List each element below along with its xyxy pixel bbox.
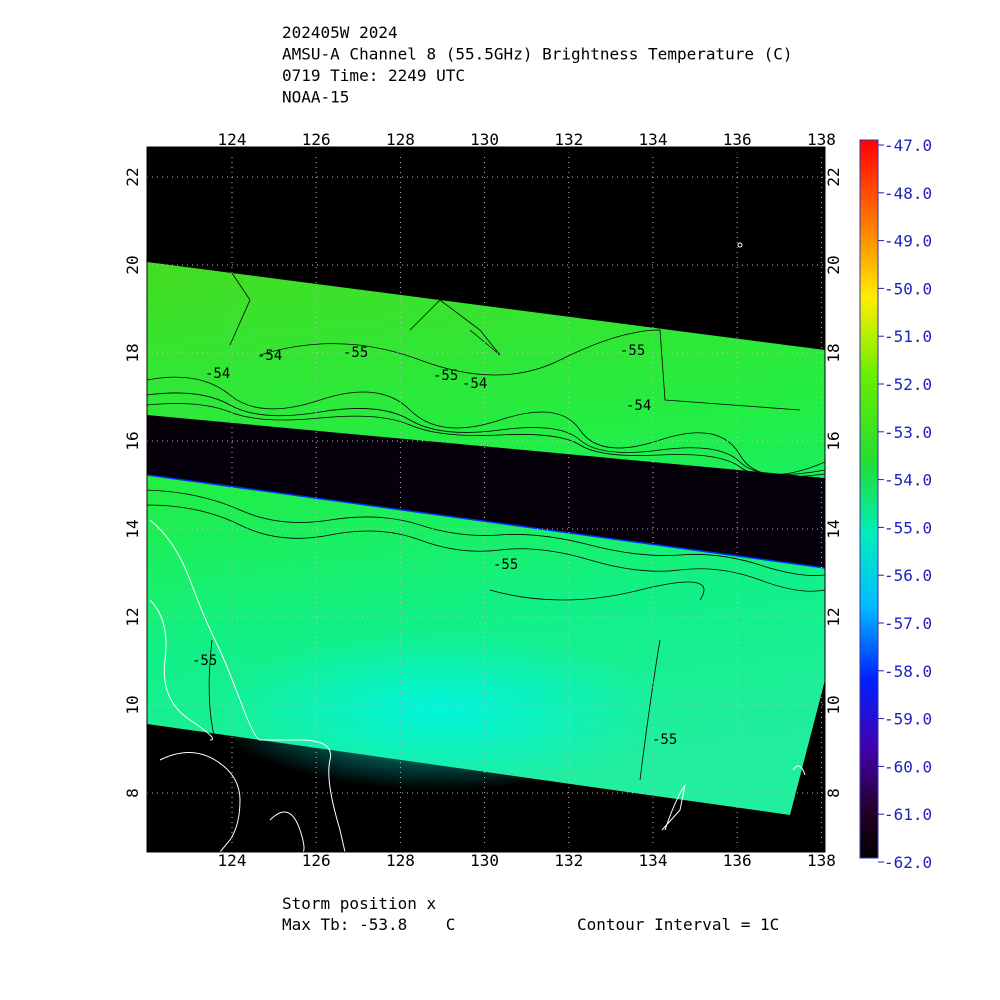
lon-label-top: 128 bbox=[386, 130, 415, 149]
colorbar-label: -61.0 bbox=[884, 805, 932, 824]
lat-label-left: 14 bbox=[123, 519, 142, 538]
lon-label-bottom: 134 bbox=[639, 851, 668, 870]
colorbar-label: -50.0 bbox=[884, 279, 932, 298]
colorbar-label: -51.0 bbox=[884, 327, 932, 346]
lat-label-left: 12 bbox=[123, 607, 142, 626]
lon-label-top: 134 bbox=[639, 130, 668, 149]
map-frame bbox=[146, 146, 826, 853]
lon-label-bottom: 138 bbox=[807, 851, 836, 870]
contour-label: -54 bbox=[205, 366, 230, 382]
lon-label-bottom: 130 bbox=[470, 851, 499, 870]
colorbar-label: -55.0 bbox=[884, 518, 932, 537]
contour-label: -55 bbox=[493, 557, 518, 573]
contour-label: -55 bbox=[192, 653, 217, 669]
contour-interval: Contour Interval = 1C bbox=[577, 915, 779, 934]
colorbar-label: -52.0 bbox=[884, 375, 932, 394]
cold-area bbox=[210, 630, 670, 790]
lat-label-right: 14 bbox=[824, 519, 843, 538]
lat-label-right: 20 bbox=[824, 255, 843, 274]
title-line: 0719 Time: 2249 UTC bbox=[282, 66, 465, 85]
lat-label-left: 16 bbox=[123, 431, 142, 450]
contour-label: -55 bbox=[433, 368, 458, 384]
lat-label-right: 16 bbox=[824, 431, 843, 450]
colorbar-label: -49.0 bbox=[884, 232, 932, 251]
contour-label: -54 bbox=[626, 398, 651, 414]
contour-label: -54 bbox=[462, 376, 487, 392]
contours bbox=[147, 269, 825, 781]
lat-label-left: 20 bbox=[123, 255, 142, 274]
lon-label-bottom: 128 bbox=[386, 851, 415, 870]
lon-label-top: 124 bbox=[218, 130, 247, 149]
colorbar-label: -53.0 bbox=[884, 423, 932, 442]
colorbar-label: -48.0 bbox=[884, 184, 932, 203]
contour-label: -55 bbox=[343, 345, 368, 361]
coastline bbox=[149, 242, 806, 852]
lon-label-top: 138 bbox=[807, 130, 836, 149]
storm-position: Storm position x bbox=[282, 894, 436, 913]
colorbar-label: -59.0 bbox=[884, 710, 932, 729]
colorbar-label: -62.0 bbox=[884, 853, 932, 872]
colorbar-label: -54.0 bbox=[884, 471, 932, 490]
lon-label-bottom: 126 bbox=[302, 851, 331, 870]
colorbar-label: -56.0 bbox=[884, 566, 932, 585]
contour-label: -54 bbox=[257, 348, 282, 364]
title-line: NOAA-15 bbox=[282, 88, 349, 107]
lat-label-left: 22 bbox=[123, 167, 142, 186]
lat-label-right: 8 bbox=[824, 788, 843, 798]
gap-edge bbox=[147, 474, 825, 569]
title-line: AMSU-A Channel 8 (55.5GHz) Brightness Te… bbox=[282, 45, 793, 64]
lat-label-left: 8 bbox=[123, 788, 142, 798]
colorbar-label: -60.0 bbox=[884, 757, 932, 776]
grid bbox=[147, 147, 825, 852]
contour-label: -55 bbox=[652, 732, 677, 748]
lon-label-bottom: 124 bbox=[218, 851, 247, 870]
colorbar-label: -58.0 bbox=[884, 662, 932, 681]
lat-label-left: 10 bbox=[123, 695, 142, 714]
map: -54-54 -55-55 -54-55-54-55-55-55 bbox=[147, 147, 825, 852]
title-line: 202405W 2024 bbox=[282, 23, 398, 42]
lat-label-right: 22 bbox=[824, 167, 843, 186]
lat-label-right: 10 bbox=[824, 695, 843, 714]
lat-label-left: 18 bbox=[123, 343, 142, 362]
lat-label-right: 12 bbox=[824, 607, 843, 626]
colorbar-label: -47.0 bbox=[884, 136, 932, 155]
lon-label-top: 126 bbox=[302, 130, 331, 149]
lat-label-right: 18 bbox=[824, 343, 843, 362]
data-gap bbox=[147, 415, 825, 568]
lon-label-top: 130 bbox=[470, 130, 499, 149]
colorbar bbox=[859, 139, 879, 859]
max-tb: Max Tb: -53.8 C bbox=[282, 915, 455, 934]
lon-label-top: 132 bbox=[554, 130, 583, 149]
colorbar-label: -57.0 bbox=[884, 614, 932, 633]
lon-label-bottom: 132 bbox=[554, 851, 583, 870]
contour-label: -55 bbox=[620, 343, 645, 359]
lon-label-top: 136 bbox=[723, 130, 752, 149]
lon-label-bottom: 136 bbox=[723, 851, 752, 870]
